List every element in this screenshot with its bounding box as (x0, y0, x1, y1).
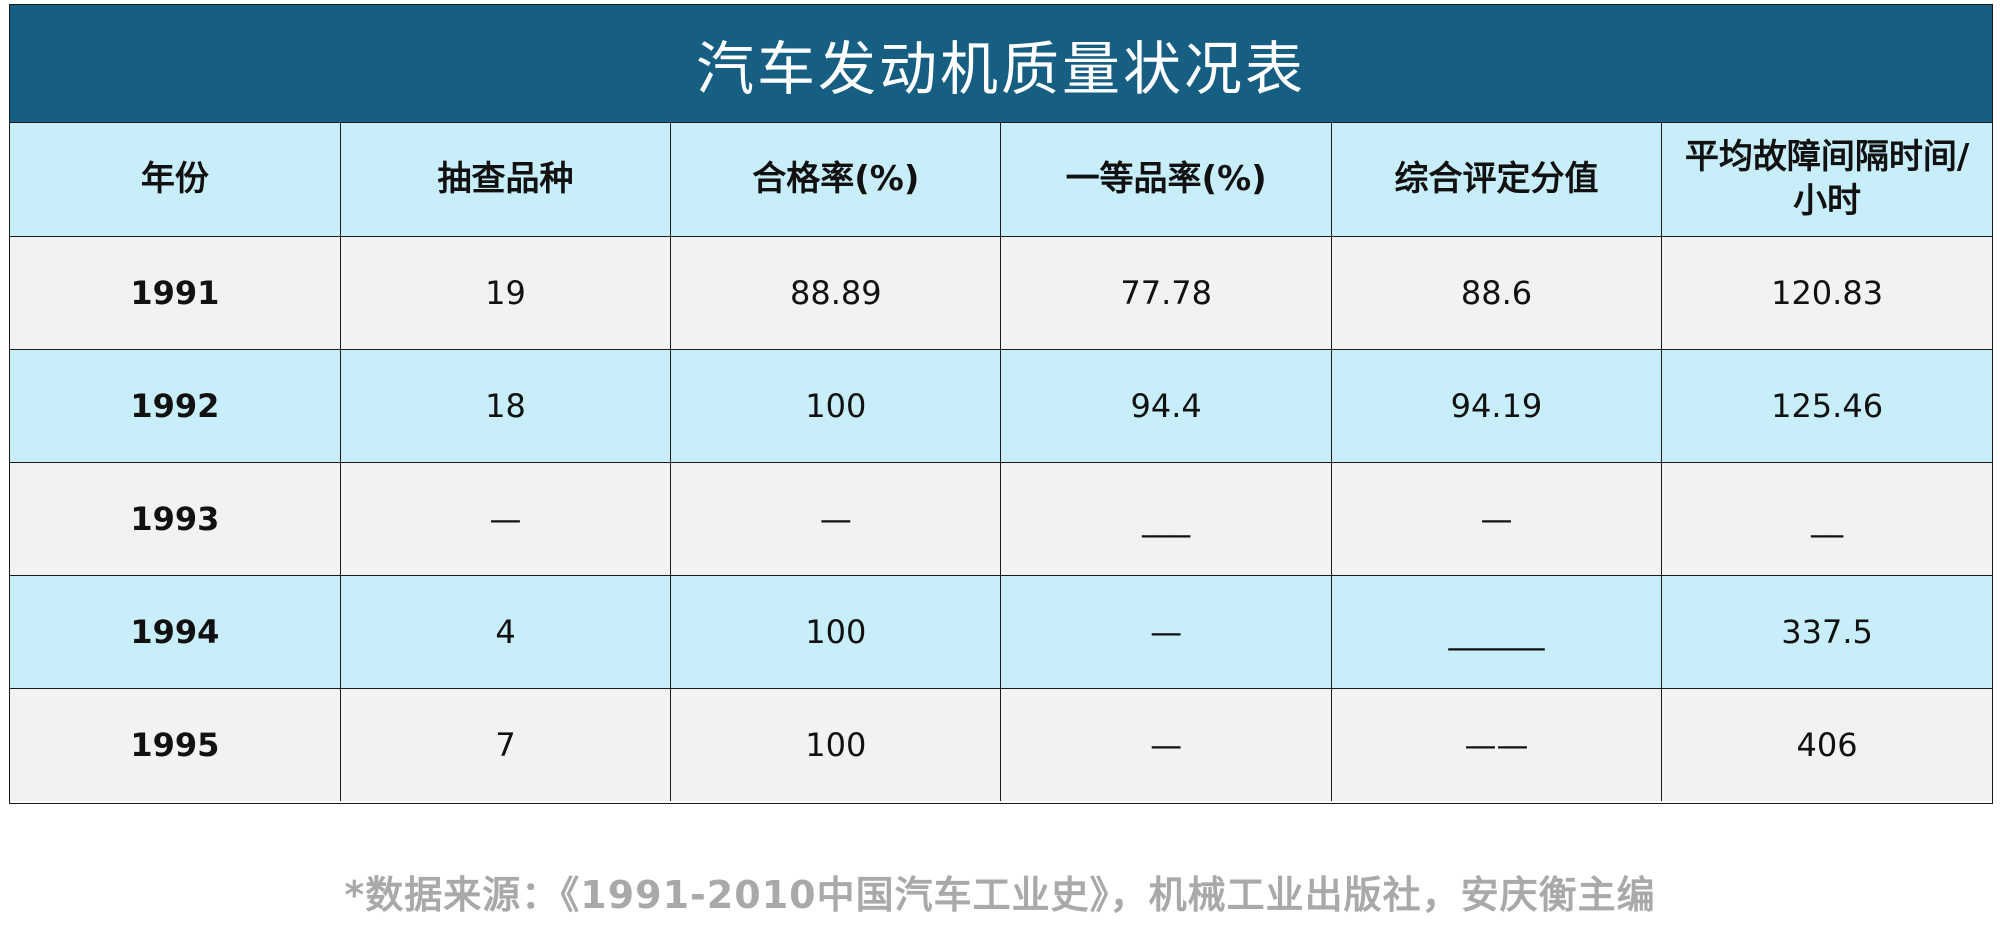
table-row: 1994 4 100 — ______ 337.5 (10, 575, 1992, 689)
header-overall-score: 综合评定分值 (1331, 123, 1663, 237)
header-year: 年份 (10, 123, 341, 237)
table-cell: — (1000, 688, 1332, 801)
table-cell: 120.83 (1661, 236, 1992, 350)
year-cell: 1994 (10, 575, 341, 689)
table-cell: 125.46 (1661, 349, 1992, 463)
table-cell: 100 (670, 688, 1002, 801)
year-cell: 1995 (10, 688, 341, 801)
table-cell: 94.19 (1331, 349, 1663, 463)
table-cell: 337.5 (1661, 575, 1992, 689)
table-cell: 94.4 (1000, 349, 1332, 463)
table-row: 1992 18 100 94.4 94.19 125.46 (10, 349, 1992, 463)
table-cell: ______ (1331, 575, 1663, 689)
header-row: 年份 抽查品种 合格率(%) 一等品率(%) 综合评定分值 平均故障间隔时间/ … (10, 123, 1992, 237)
table-title: 汽车发动机质量状况表 (10, 5, 1992, 123)
data-table: 汽车发动机质量状况表 年份 抽查品种 合格率(%) 一等品率(%) 综合评定分值… (9, 4, 1993, 804)
table-cell: 77.78 (1000, 236, 1332, 350)
table-row: 1991 19 88.89 77.78 88.6 120.83 (10, 236, 1992, 350)
table-cell: 100 (670, 575, 1002, 689)
header-first-grade-rate: 一等品率(%) (1000, 123, 1332, 237)
source-note: *数据来源：《1991-2010中国汽车工业史》，机械工业出版社，安庆衡主编 (344, 873, 1656, 917)
table-cell: __ (1661, 462, 1992, 576)
table-cell: 18 (340, 349, 672, 463)
table-cell: 88.6 (1331, 236, 1663, 350)
table-cell: —— (1331, 688, 1663, 801)
table-cell: 19 (340, 236, 672, 350)
header-mtbf: 平均故障间隔时间/ 小时 (1661, 123, 1992, 237)
table-cell: — (1000, 575, 1332, 689)
table-cell: — (1331, 462, 1663, 576)
header-sampled-varieties: 抽查品种 (340, 123, 672, 237)
table-cell: — (670, 462, 1002, 576)
table-cell: 100 (670, 349, 1002, 463)
table-cell: 7 (340, 688, 672, 801)
table-row: 1995 7 100 — —— 406 (10, 688, 1992, 801)
table-row: 1993 — — ___ — __ (10, 462, 1992, 576)
quality-table: 年份 抽查品种 合格率(%) 一等品率(%) 综合评定分值 平均故障间隔时间/ … (10, 123, 1992, 801)
table-cell: 406 (1661, 688, 1992, 801)
header-pass-rate: 合格率(%) (670, 123, 1002, 237)
table-cell: 88.89 (670, 236, 1002, 350)
table-cell: ___ (1000, 462, 1332, 576)
table-cell: — (340, 462, 672, 576)
table-cell: 4 (340, 575, 672, 689)
year-cell: 1993 (10, 462, 341, 576)
year-cell: 1992 (10, 349, 341, 463)
year-cell: 1991 (10, 236, 341, 350)
